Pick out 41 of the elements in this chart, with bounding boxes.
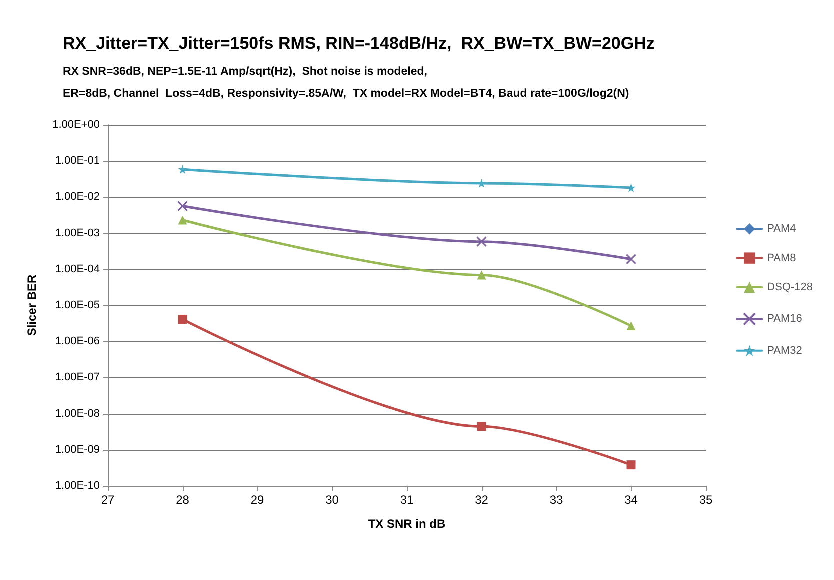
y-tick-label: 1.00E-05	[55, 300, 100, 312]
legend-label: DSQ-128	[767, 282, 814, 294]
y-tick-label: 1.00E-03	[55, 227, 100, 240]
point	[626, 460, 636, 470]
x-tick-label: 27	[101, 493, 115, 507]
point	[477, 270, 486, 280]
legend-label: PAM32	[767, 344, 802, 357]
x-axis-title: TX SNR in dB	[368, 517, 446, 531]
x-tick-label: 28	[176, 493, 190, 507]
y-tick-label: 1.00E-10	[55, 480, 100, 492]
x-tick-label: 34	[624, 493, 638, 507]
y-tick-label: 1.00E-01	[55, 155, 100, 168]
legend-label: PAM8	[767, 252, 796, 264]
point	[178, 314, 188, 324]
point	[476, 236, 487, 248]
point	[477, 178, 486, 188]
y-tick-label: 1.00E-08	[55, 408, 100, 420]
x-tick-label: 31	[400, 493, 414, 507]
x-tick-label: 29	[250, 493, 264, 507]
point	[477, 422, 486, 432]
x-tick-label: 33	[550, 493, 564, 507]
y-axis-title: Slicer BER	[25, 274, 39, 336]
y-tick-label: 1.00E-04	[55, 263, 100, 276]
y-tick-label: 1.00E-09	[55, 444, 100, 456]
legend-label: PAM16	[767, 313, 802, 326]
y-tick-label: 1.00E-02	[55, 191, 100, 204]
point	[626, 254, 636, 265]
x-tick-label: 30	[326, 493, 340, 507]
y-tick-label: 1.00E-06	[55, 336, 100, 348]
chart-subtitle: RX SNR=36dB, NEP=1.5E-11 Amp/sqrt(Hz), Shot noise is modeled, ER=8dB, Channel Loss=4dB, Responsivity=.85A/W, TX model=RX Model=BT4, Baud rate=100G/log2(N)	[63, 66, 630, 100]
x-tick-label: 35	[699, 493, 713, 507]
legend-label: PAM4	[767, 223, 796, 236]
point	[178, 201, 188, 212]
y-tick-label: 1.00E+00	[52, 119, 100, 131]
point	[626, 183, 636, 192]
point	[626, 322, 636, 331]
x-tick-label: 32	[475, 493, 489, 507]
point	[178, 216, 188, 225]
point	[178, 165, 188, 174]
chart-title: RX_Jitter=TX_Jitter=150fs RMS, RIN=-148dB/Hz, RX_BW=TX_BW=20GHz	[63, 34, 655, 53]
y-tick-label: 1.00E-07	[55, 372, 100, 384]
